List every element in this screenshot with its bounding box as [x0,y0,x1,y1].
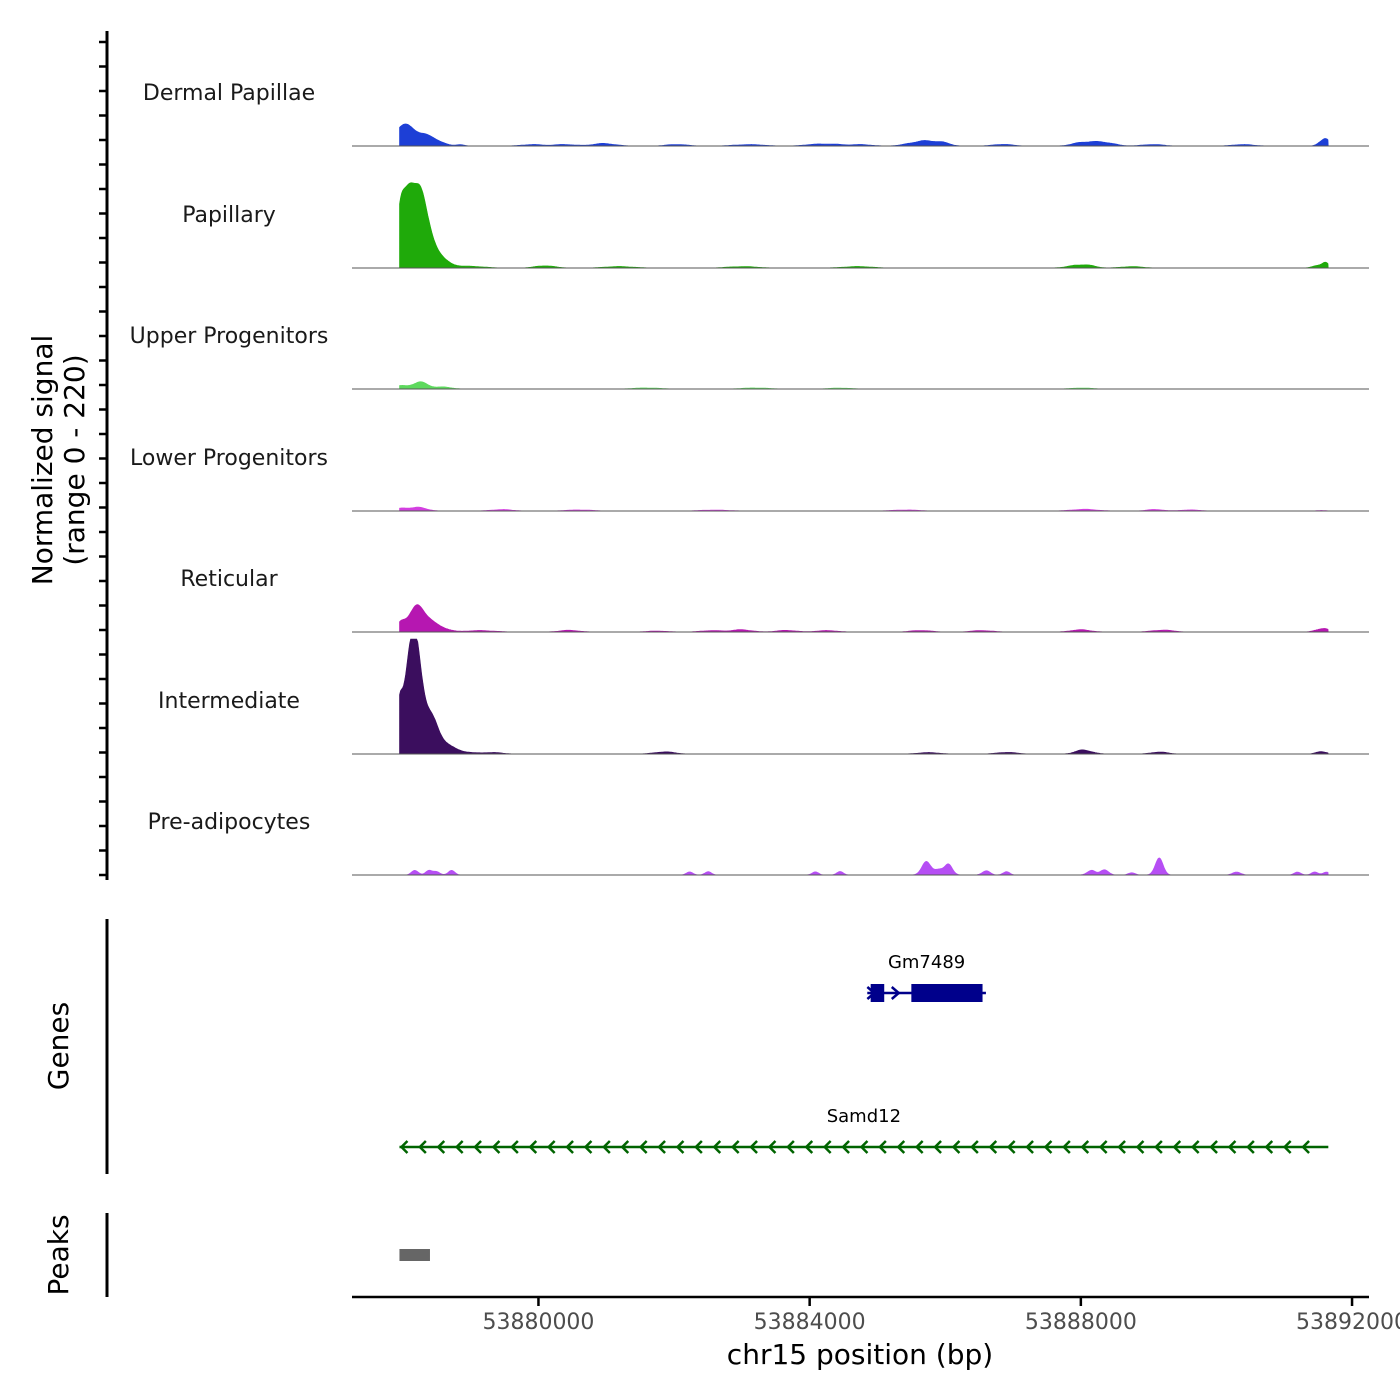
strand-arrow-17 [712,1140,722,1154]
strand-arrow-48 [1282,1140,1292,1154]
track-label: Lower Progenitors [130,446,328,471]
strand-arrow-36 [1062,1140,1071,1154]
genes-panel-title: Genes [42,1002,75,1090]
strand-arrow-39 [1117,1140,1126,1154]
exon-1 [911,984,983,1002]
strand-arrow-37 [1080,1140,1090,1154]
track-label: Papillary [182,203,276,228]
track-label: Intermediate [158,689,300,714]
strand-arrow-40 [1135,1140,1145,1154]
strand-arrow-8 [546,1140,556,1154]
genes-track: Gm7489 Samd12 [399,952,1329,1154]
x-axis-title: chr15 position (bp) [727,1338,993,1371]
signal-area [399,182,1329,269]
strand-arrow-4 [473,1140,482,1154]
exon-0 [870,984,885,1002]
strand-arrow-45 [1227,1140,1237,1154]
x-tick-label-2: 53888000 [1025,1310,1137,1335]
strand-arrow-7 [528,1140,538,1154]
track-intermediate: Intermediate [158,638,1369,755]
strand-arrow-19 [749,1140,758,1154]
strand-arrow-14 [657,1140,666,1154]
signal-area [399,506,1330,512]
gene-label-samd12: Samd12 [827,1106,901,1127]
track-label: Upper Progenitors [130,324,329,349]
strand-arrow-18 [730,1140,740,1154]
track-pre-adipocytes: Pre-adipocytes [148,810,1369,876]
y-axis-title-line2: (range 0 - 220) [58,354,91,565]
strand-arrow-11 [602,1140,611,1154]
strand-arrow-49 [1301,1140,1310,1154]
strand-arrow-10 [583,1140,593,1154]
peak-region-0 [399,1249,430,1261]
x-axis-ticks: 53880000 53884000 53888000 53892000 [482,1297,1400,1335]
track-label: Pre-adipocytes [148,810,311,835]
strand-arrow-27 [896,1140,906,1154]
strand-arrow-13 [638,1140,648,1154]
strand-arrow-1 [890,986,901,1000]
strand-arrow-26 [878,1140,887,1154]
strand-arrow-12 [620,1140,630,1154]
strand-arrow-29 [933,1140,942,1154]
strand-arrow-33 [1006,1140,1016,1154]
track-dermal-papillae: Dermal Papillae [143,81,1369,147]
signal-area [399,123,1329,147]
strand-arrow-42 [1172,1140,1182,1154]
x-tick-label-0: 53880000 [482,1310,594,1335]
strand-arrow-21 [786,1140,795,1154]
track-lower-progenitors: Lower Progenitors [130,446,1369,512]
peaks-panel-title: Peaks [42,1214,75,1295]
strand-arrow-34 [1025,1140,1034,1154]
x-tick-label-3: 53892000 [1296,1310,1400,1335]
strand-arrow-24 [841,1140,850,1154]
strand-arrow-20 [767,1140,777,1154]
strand-arrow-46 [1246,1140,1255,1154]
strand-arrow-6 [510,1140,519,1154]
strand-arrow-35 [1043,1140,1053,1154]
strand-arrow-47 [1264,1140,1274,1154]
strand-arrow-41 [1154,1140,1163,1154]
strand-arrow-15 [675,1140,685,1154]
gene-label-gm7489: Gm7489 [888,952,965,973]
strand-arrow-9 [565,1140,574,1154]
signal-area [399,638,1329,755]
strand-arrow-38 [1098,1140,1108,1154]
strand-arrow-25 [859,1140,869,1154]
strand-arrow-43 [1190,1140,1200,1154]
strand-arrow-32 [988,1140,998,1154]
signal-area [399,381,1329,390]
strand-arrow-30 [951,1140,961,1154]
gene-samd12: Samd12 [399,1106,1329,1154]
strand-arrow-1 [418,1140,427,1154]
signal-area [399,604,1329,633]
coverage-y-ticks [99,40,107,877]
signal-area [399,857,1329,876]
track-label: Reticular [180,567,278,592]
track-label: Dermal Papillae [143,81,315,106]
strand-arrow-31 [970,1140,979,1154]
strand-arrow-44 [1209,1140,1218,1154]
strand-arrow-28 [914,1140,924,1154]
strand-arrow-16 [694,1140,703,1154]
strand-arrow-3 [454,1140,464,1154]
track-reticular: Reticular [180,567,1369,633]
y-axis-title-line1: Normalized signal [26,335,59,586]
track-upper-progenitors: Upper Progenitors [130,324,1369,390]
strand-arrow-23 [822,1140,832,1154]
strand-arrow-5 [491,1140,501,1154]
strand-arrow-0 [399,1140,409,1154]
x-tick-label-1: 53884000 [754,1310,866,1335]
strand-arrow-22 [804,1140,814,1154]
strand-arrow-2 [436,1140,446,1154]
peaks-track [399,1249,430,1261]
gene-gm7489: Gm7489 [866,952,986,1002]
track-papillary: Papillary [182,182,1369,269]
coverage-tracks: Dermal Papillae Papillary Upper Progenitor… [130,81,1369,876]
